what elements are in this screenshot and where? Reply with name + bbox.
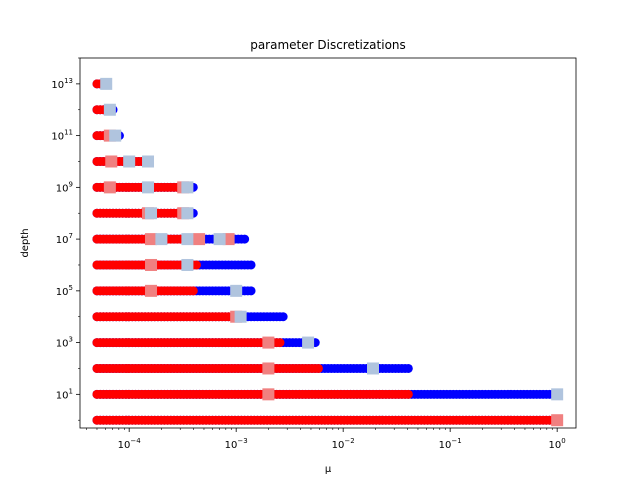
y-tick-label: 109 [56, 180, 73, 194]
lightblue-square-point [109, 129, 122, 142]
x-axis-label: μ [325, 464, 332, 475]
pink-square-point [105, 155, 118, 168]
blue-point [246, 286, 256, 296]
lightblue-square-point [142, 155, 155, 168]
pink-square-point [193, 233, 206, 246]
lightblue-square-point [145, 207, 158, 220]
pink-square-point [103, 181, 116, 194]
y-tick-label: 101 [56, 387, 73, 401]
pink-square-point [145, 284, 158, 297]
lightblue-square-point [181, 181, 194, 194]
lightblue-square-point [213, 233, 226, 246]
y-tick-label: 105 [56, 284, 73, 298]
lightblue-square-point [234, 310, 247, 323]
y-tick-label: 1013 [51, 77, 73, 91]
x-tick-label: 10−3 [225, 437, 248, 451]
blue-point [240, 234, 250, 244]
red-point [403, 389, 413, 399]
y-tick-label: 103 [56, 336, 73, 350]
lightblue-square-point [142, 181, 155, 194]
x-tick-label: 10−1 [439, 437, 462, 451]
lightblue-square-point [367, 362, 379, 375]
plot-marks [92, 77, 564, 427]
blue-point [278, 312, 288, 322]
x-tick-label: 10−4 [118, 437, 142, 451]
red-point [275, 338, 285, 348]
lightblue-square-point [123, 155, 136, 168]
pink-square-point [262, 336, 275, 349]
chart-title: parameter Discretizations [250, 38, 406, 52]
pink-square-point [262, 388, 275, 401]
lightblue-square-point [181, 207, 194, 220]
lightblue-square-point [100, 77, 113, 90]
plot-frame [79, 57, 577, 429]
y-axis: 101 103 105 107 109 1011 1013 [51, 57, 80, 421]
lightblue-square-point [103, 103, 116, 116]
y-tick-label: 107 [56, 232, 73, 246]
pink-square-point [145, 258, 158, 271]
lightblue-square-point [551, 388, 564, 401]
red-point [313, 363, 323, 373]
x-tick-label: 100 [549, 437, 566, 451]
lightblue-square-point [181, 258, 194, 271]
blue-point [403, 363, 413, 373]
pink-square-point [145, 233, 158, 246]
lightblue-square-point [155, 233, 168, 246]
pink-square-point [222, 233, 235, 246]
lightblue-square-point [230, 284, 243, 297]
y-tick-label: 1011 [51, 129, 73, 143]
y-axis-label: depth [20, 228, 31, 257]
red-point [188, 286, 198, 296]
lightblue-square-point [181, 233, 194, 246]
blue-point [246, 260, 256, 270]
pink-square-point [262, 362, 275, 375]
x-tick-label: 10−2 [332, 437, 355, 451]
lightblue-square-point [302, 336, 315, 349]
x-axis: 10−4 10−3 10−2 10−1 100 [86, 428, 566, 451]
pink-square-point [551, 414, 564, 427]
red-point [191, 260, 201, 270]
